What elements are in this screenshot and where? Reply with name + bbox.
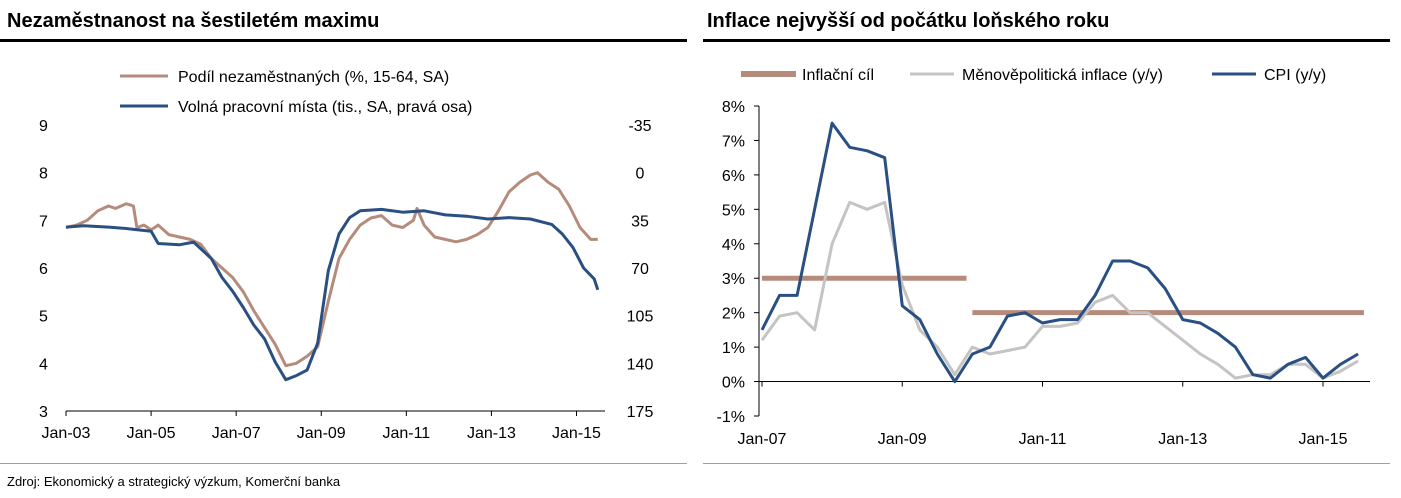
left-x-tick-label: Jan-11	[382, 425, 430, 442]
right-x-tick-label: Jan-15	[1299, 431, 1348, 448]
left-x-tick-label: Jan-05	[127, 425, 176, 442]
left-y-tick-label: 9	[39, 118, 48, 135]
left-y2-tick-label: 175	[627, 404, 654, 421]
right-y-tick-label: 0%	[722, 375, 745, 392]
right-y-tick-label: 1%	[722, 340, 745, 357]
left-legend-label: Volná pracovní místa (tis., SA, pravá os…	[178, 99, 472, 116]
left-y2-tick-label: 0	[636, 166, 645, 183]
left-y2-tick-label: 35	[631, 213, 649, 230]
left-y-tick-label: 6	[39, 261, 48, 278]
right-y-tick-label: 6%	[722, 168, 745, 185]
right-y-tick-label: 4%	[722, 237, 745, 254]
left-y-tick-label: 4	[39, 356, 48, 373]
right-x-tick-label: Jan-13	[1158, 431, 1207, 448]
right-y-tick-label: 5%	[722, 202, 745, 219]
left-y2-tick-label: 105	[627, 309, 654, 326]
monetary-inflation-series-line	[760, 200, 1359, 380]
right-legend-label: Měnověpolitická inflace (y/y)	[962, 67, 1163, 84]
left-x-tick-label: Jan-09	[297, 425, 346, 442]
left-bottom-rule	[0, 463, 687, 464]
right-title-rule	[703, 39, 1390, 42]
right-legend-label: CPI (y/y)	[1264, 67, 1326, 84]
right-bottom-rule	[703, 463, 1390, 464]
right-x-tick-label: Jan-11	[1019, 431, 1067, 448]
left-y-tick-label: 5	[39, 309, 48, 326]
left-x-tick-label: Jan-13	[467, 425, 516, 442]
right-y-tick-label: 2%	[722, 306, 745, 323]
right-y-tick-label: 7%	[722, 133, 745, 150]
left-y-tick-label: 3	[39, 404, 48, 421]
left-y2-tick-label: 140	[627, 356, 654, 373]
left-x-tick-label: Jan-07	[212, 425, 261, 442]
left-y-tick-label: 7	[39, 213, 48, 230]
right-chart-title: Inflace nejvyšší od počátku loňského rok…	[707, 10, 1110, 32]
left-y2-tick-label: -35	[628, 118, 651, 135]
right-y-tick-label: 3%	[722, 271, 745, 288]
source-note: Zdroj: Ekonomický a strategický výzkum, …	[7, 474, 341, 489]
vacancies-series-line	[65, 207, 600, 382]
right-x-tick-label: Jan-09	[878, 431, 927, 448]
left-legend-label: Podíl nezaměstnaných (%, 15-64, SA)	[178, 69, 449, 86]
right-y-tick-label: 8%	[722, 99, 745, 116]
left-chart-title: Nezaměstnanost na šestiletém maximu	[7, 10, 380, 32]
right-legend-label: Inflační cíl	[802, 67, 874, 84]
left-x-tick-label: Jan-15	[552, 425, 601, 442]
cpi-series-line	[760, 121, 1359, 384]
left-title-rule	[0, 39, 687, 42]
left-y-tick-label: 8	[39, 166, 48, 183]
left-y2-tick-label: 70	[631, 261, 649, 278]
unemployment-series-line	[65, 171, 598, 368]
left-x-tick-label: Jan-03	[42, 425, 91, 442]
right-y-tick-label: -1%	[717, 409, 745, 426]
right-x-tick-label: Jan-07	[738, 431, 787, 448]
